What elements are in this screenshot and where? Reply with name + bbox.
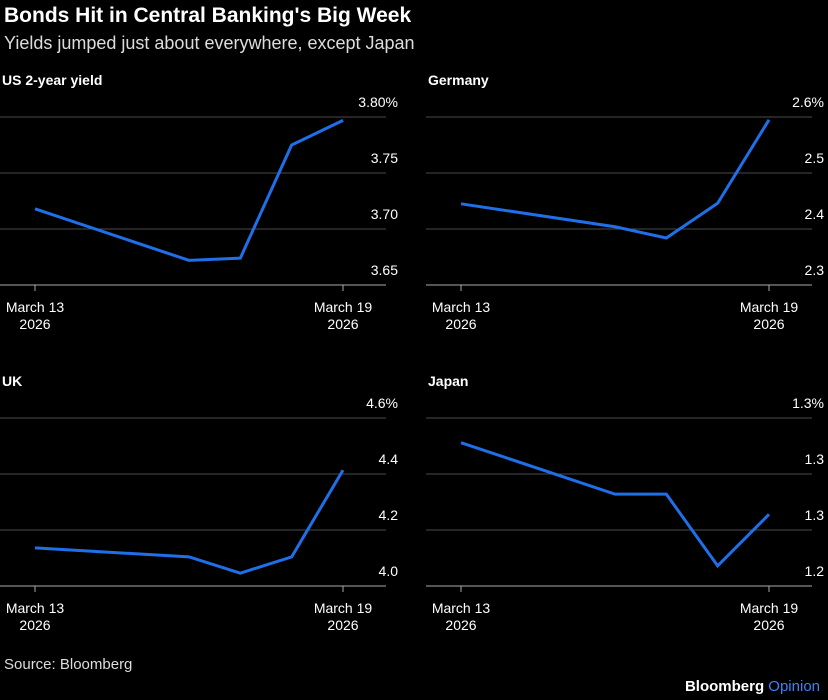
y-tick-label: 1.2	[805, 563, 825, 579]
y-tick-label: 1.3	[805, 507, 825, 523]
y-tick-label: 4.4	[379, 451, 399, 467]
y-tick-label: 2.3	[805, 262, 825, 278]
brand-name: Bloomberg	[684, 678, 765, 695]
y-tick-label: 4.2	[379, 507, 399, 523]
panel-title: Germany	[428, 72, 489, 88]
y-tick-label: 4.0	[379, 563, 399, 579]
x-tick-label: March 19 2026	[313, 299, 373, 332]
y-tick-label: 3.75	[371, 150, 398, 166]
y-tick-label: 1.3	[805, 451, 825, 467]
y-tick-label: 3.65	[371, 262, 398, 278]
brand: Bloomberg Opinion	[685, 678, 820, 695]
y-tick-label: 4.6%	[366, 395, 398, 411]
chart-subtitle: Yields jumped just about everywhere, exc…	[4, 33, 415, 53]
line-series	[460, 441, 771, 569]
line-series	[34, 469, 345, 575]
panel-title: US 2-year yield	[2, 72, 102, 88]
x-tick-label: March 13 2026	[5, 299, 65, 332]
panel-title: Japan	[428, 373, 468, 389]
y-tick-label: 3.80%	[358, 94, 398, 110]
x-tick-label: March 13 2026	[431, 600, 491, 633]
panel-title: UK	[2, 373, 22, 389]
chart-title: Bonds Hit in Central Banking's Big Week	[4, 4, 412, 27]
brand-sub: Opinion	[768, 678, 820, 695]
line-series	[34, 119, 344, 262]
y-tick-label: 1.3%	[792, 395, 824, 411]
y-tick-label: 2.5	[805, 150, 825, 166]
y-tick-label: 2.4	[805, 206, 825, 222]
x-tick-label: March 13 2026	[5, 600, 65, 633]
line-series	[460, 119, 771, 240]
x-tick-label: March 13 2026	[431, 299, 491, 332]
source: Source: Bloomberg	[4, 656, 133, 673]
x-tick-label: March 19 2026	[739, 299, 799, 332]
x-tick-label: March 19 2026	[739, 600, 799, 633]
y-tick-label: 3.70	[371, 206, 398, 222]
x-tick-label: March 19 2026	[313, 600, 373, 633]
y-tick-label: 2.6%	[792, 94, 824, 110]
